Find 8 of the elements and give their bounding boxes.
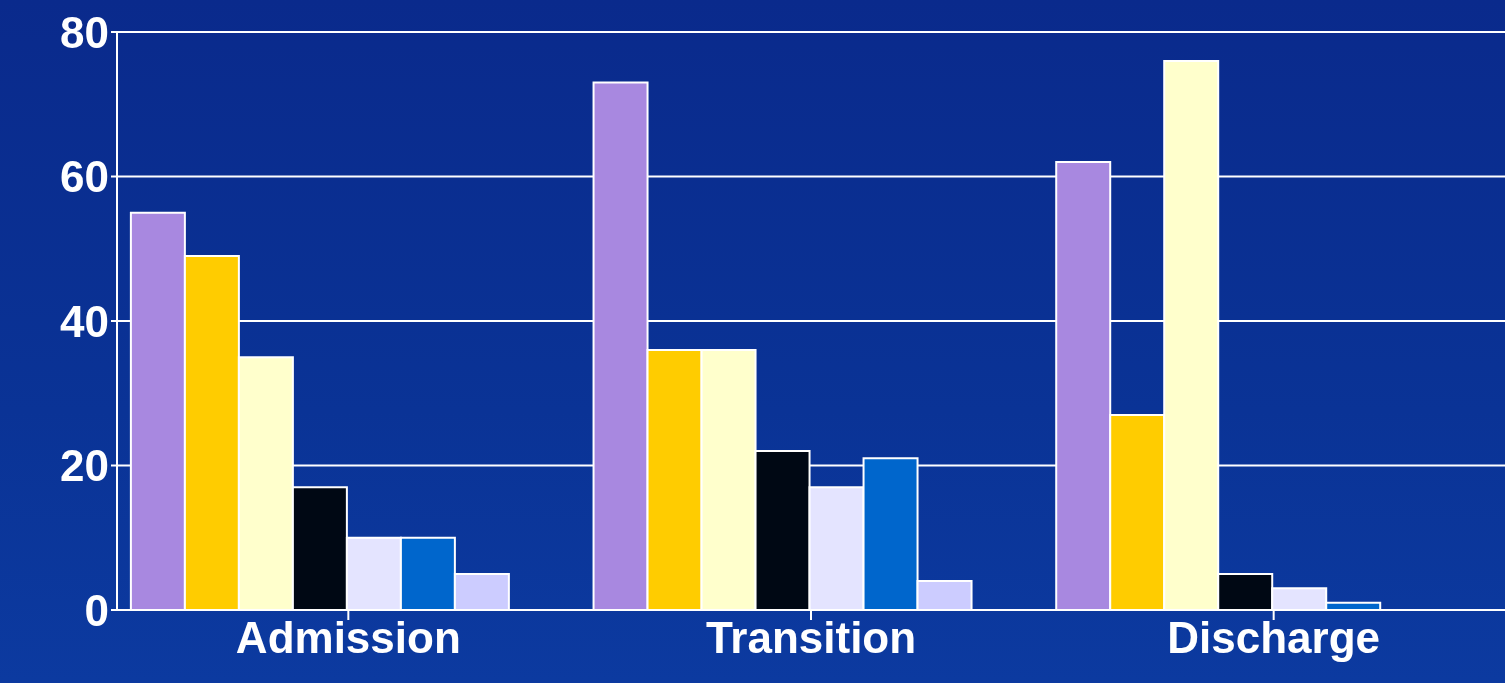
y-tick-label: 20: [60, 441, 109, 491]
y-tick-label: 80: [60, 7, 109, 57]
x-tick-label: Admission: [235, 613, 461, 663]
x-tick-label: Transition: [705, 613, 917, 663]
x-tick-label: Discharge: [1167, 613, 1381, 663]
y-tick-label: 60: [60, 152, 109, 202]
y-tick-label: 40: [60, 296, 109, 346]
y-tick-label: 0: [84, 585, 109, 635]
